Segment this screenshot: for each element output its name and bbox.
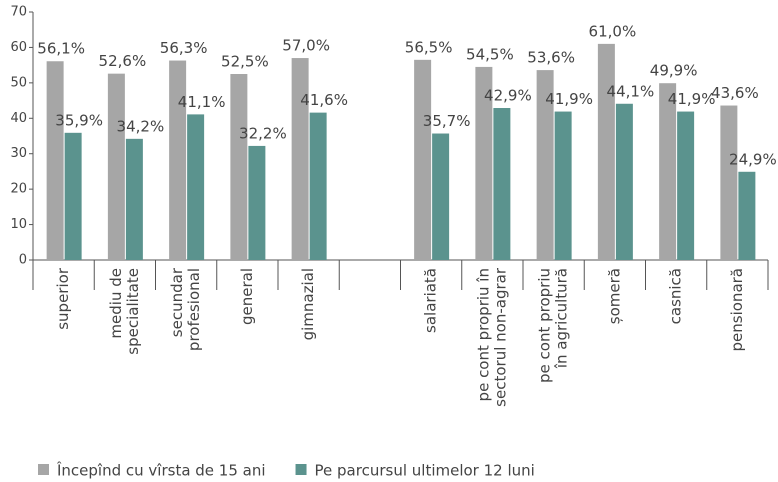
bar <box>107 73 125 260</box>
value-label: 61,0% <box>589 22 637 40</box>
legend-swatch <box>38 464 49 475</box>
x-tick-label: șomeră <box>605 268 623 324</box>
bar <box>248 145 266 260</box>
x-tick-label: pe cont propriu în <box>474 268 492 401</box>
bar <box>659 83 677 260</box>
legend-swatch <box>295 464 307 475</box>
bar <box>414 59 432 261</box>
bar <box>169 60 187 261</box>
y-tick-label: 10 <box>10 217 27 232</box>
y-tick-label: 70 <box>10 5 27 20</box>
bar <box>432 133 450 260</box>
y-tick-label: 20 <box>10 182 27 197</box>
value-label: 44,1% <box>607 82 655 100</box>
x-tick-label: mediu de <box>107 268 125 339</box>
y-tick-label: 30 <box>10 146 27 161</box>
bar <box>46 61 64 261</box>
x-tick-label: gimnazial <box>299 268 317 340</box>
y-tick-label: 0 <box>19 253 27 268</box>
value-label: 41,9% <box>545 90 593 108</box>
value-label: 24,9% <box>729 150 777 168</box>
legend-label: Începînd cu vîrsta de 15 ani <box>56 461 266 480</box>
bar <box>125 138 143 260</box>
x-tick-label: specialitate <box>124 268 142 355</box>
value-label: 41,1% <box>178 93 226 111</box>
x-tick-label: casnică <box>667 268 685 324</box>
value-label: 35,9% <box>55 111 103 129</box>
legend-label: Pe parcursul ultimelor 12 luni <box>315 462 535 480</box>
bar <box>309 112 327 260</box>
value-label: 35,7% <box>423 112 471 130</box>
value-label: 56,5% <box>405 38 453 56</box>
x-tick-label: salariată <box>422 268 440 333</box>
bar <box>291 58 309 260</box>
value-label: 54,5% <box>466 45 514 63</box>
bar <box>720 105 738 260</box>
value-label: 34,2% <box>117 117 165 135</box>
bar <box>536 70 554 260</box>
value-label: 42,9% <box>484 87 532 105</box>
x-tick-label: pensionară <box>728 268 746 351</box>
bar <box>597 43 615 261</box>
value-label: 41,9% <box>668 90 716 108</box>
bar <box>554 111 572 260</box>
bar <box>738 171 756 260</box>
value-label: 56,3% <box>160 39 208 57</box>
x-tick-label: pe cont propriu <box>536 268 554 383</box>
value-label: 56,1% <box>37 40 85 58</box>
bar <box>475 66 493 261</box>
value-label: 41,6% <box>300 91 348 109</box>
x-tick-label: general <box>238 268 256 325</box>
x-tick-label: sectorul non-agrar <box>491 267 509 407</box>
y-tick-label: 50 <box>10 75 27 90</box>
value-label: 52,5% <box>221 53 269 71</box>
bar <box>64 132 82 260</box>
value-label: 43,6% <box>711 84 759 102</box>
bar <box>677 111 695 260</box>
value-label: 52,6% <box>99 52 147 70</box>
x-tick-label: profesional <box>185 268 203 351</box>
y-tick-label: 40 <box>10 111 27 126</box>
value-label: 49,9% <box>650 62 698 80</box>
bar <box>615 103 633 260</box>
bar <box>493 108 511 260</box>
x-tick-label: în agricultură <box>553 268 571 369</box>
y-tick-label: 60 <box>10 40 27 55</box>
x-tick-label: secundar <box>168 267 186 337</box>
bar <box>187 114 205 260</box>
value-label: 32,2% <box>239 124 287 142</box>
value-label: 57,0% <box>282 37 330 55</box>
value-label: 53,6% <box>527 49 575 67</box>
bar <box>230 74 248 260</box>
x-tick-label: superior <box>54 267 72 330</box>
